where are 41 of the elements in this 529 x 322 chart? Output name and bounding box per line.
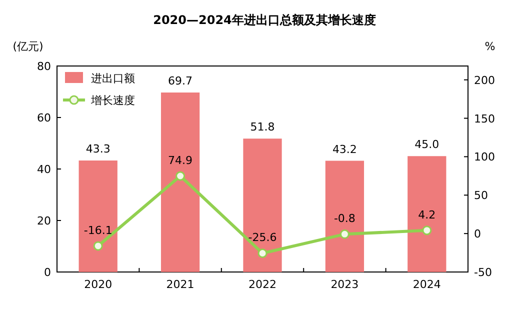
point xyxy=(258,248,268,258)
data-label: 43.2 xyxy=(332,142,357,156)
bar xyxy=(243,138,282,272)
y-tick-label: 40 xyxy=(37,163,51,176)
point xyxy=(93,241,103,251)
point xyxy=(422,226,432,236)
data-label: -0.8 xyxy=(334,212,356,226)
x-tick-label: 2024 xyxy=(412,278,441,291)
bar xyxy=(408,156,446,272)
y2-tick-label: -50 xyxy=(474,266,492,279)
y2-tick-label: 100 xyxy=(474,150,495,164)
point xyxy=(340,229,350,239)
y-tick-label: 20 xyxy=(37,214,51,228)
y2-tick-label: 50 xyxy=(474,189,488,202)
y2-tick-label: 200 xyxy=(474,74,495,87)
legend-label: 增长速度 xyxy=(90,94,135,107)
bar xyxy=(78,160,118,272)
x-tick-label: 2023 xyxy=(330,278,359,291)
data-label: 45.0 xyxy=(414,138,440,152)
data-label: 43.3 xyxy=(86,142,110,156)
y-tick-label: 0 xyxy=(44,266,51,279)
data-label: -16.1 xyxy=(84,224,112,237)
y2-tick-label: 150 xyxy=(474,112,495,126)
y-axis-title: (亿元) xyxy=(12,40,44,53)
bar xyxy=(325,160,364,272)
chart-title: 2020—2024年进出口总额及其增长速度 xyxy=(153,13,376,27)
y2-tick-label: 0 xyxy=(474,228,481,241)
data-label: 69.7 xyxy=(168,74,193,88)
data-label: -25.6 xyxy=(248,231,277,244)
y-tick-label: 80 xyxy=(37,60,51,73)
x-tick-label: 2020 xyxy=(84,278,112,291)
data-label: 51.8 xyxy=(250,120,275,134)
y2-axis-title: % xyxy=(484,40,496,53)
data-label: 74.9 xyxy=(168,154,193,167)
x-tick-label: 2022 xyxy=(248,278,276,291)
y-tick-label: 60 xyxy=(37,112,51,124)
point xyxy=(176,171,186,181)
bar xyxy=(160,92,200,272)
legend-label: 进出口额 xyxy=(91,72,135,85)
data-label: 4.2 xyxy=(418,208,436,222)
x-tick-label: 2021 xyxy=(166,278,194,291)
